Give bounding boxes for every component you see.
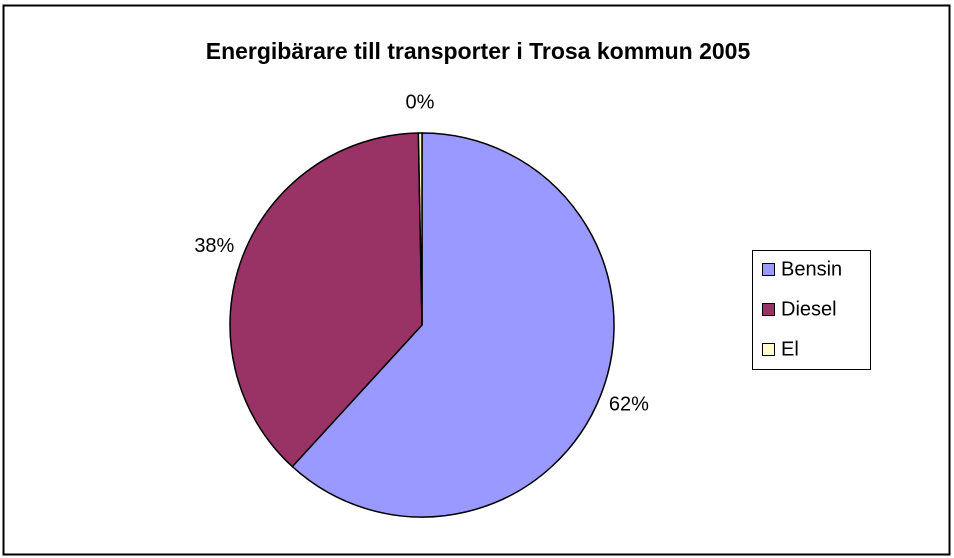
legend-swatch: [762, 263, 775, 276]
legend-label: Bensin: [781, 258, 842, 280]
legend-label: El: [781, 338, 799, 360]
pie-slice: [291, 132, 615, 518]
data-label: 38%: [194, 235, 234, 257]
data-label: 62%: [609, 394, 649, 416]
pie-slice: [229, 132, 423, 468]
legend-swatch: [762, 303, 775, 316]
legend-swatch: [762, 343, 775, 356]
pie-slice: [417, 132, 423, 326]
legend-label: Diesel: [781, 298, 837, 320]
data-label: 0%: [405, 91, 434, 113]
chart-title: Energibärare till transporter i Trosa ko…: [206, 38, 751, 64]
